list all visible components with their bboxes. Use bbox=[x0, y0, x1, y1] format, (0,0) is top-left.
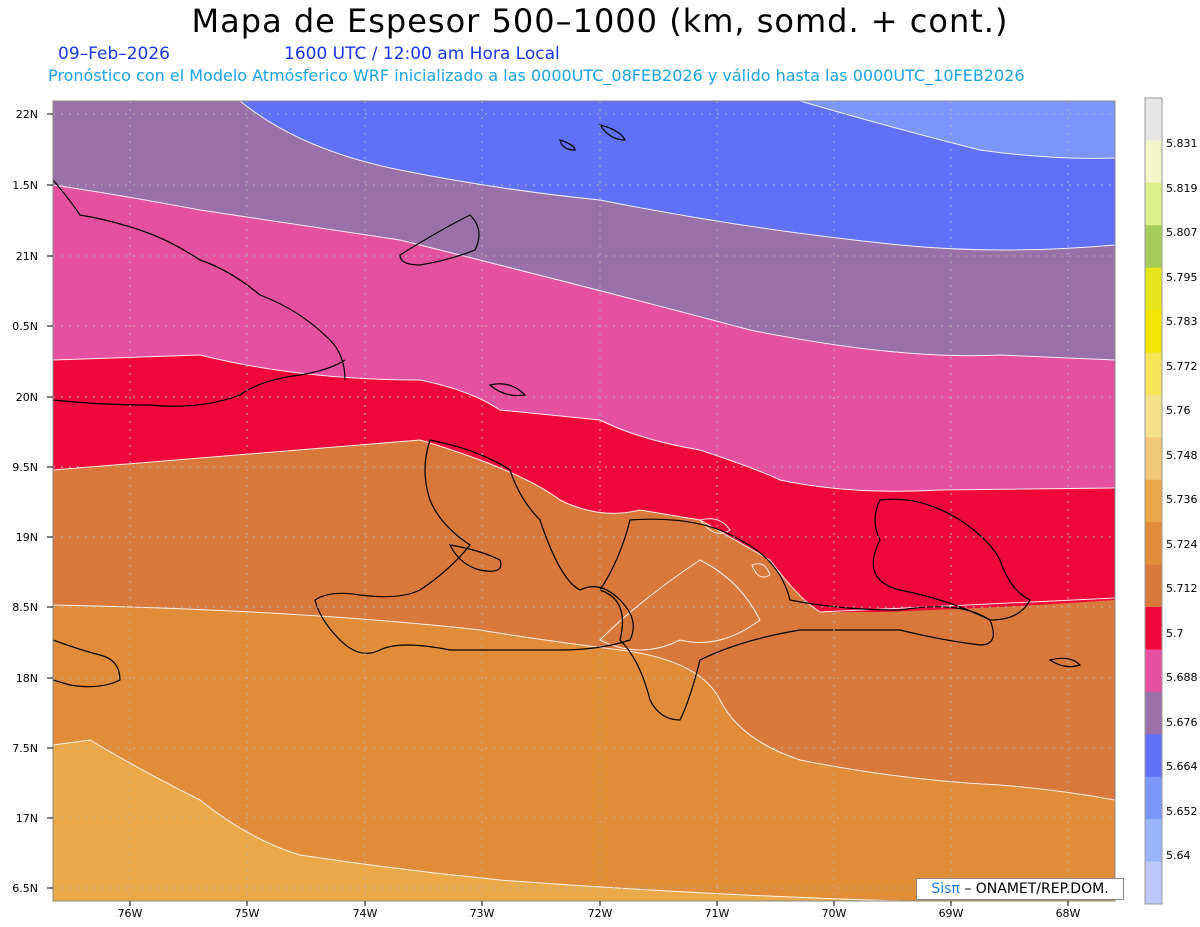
colorbar-swatch bbox=[1145, 776, 1162, 820]
valid-time: 1600 UTC / 12:00 am Hora Local bbox=[284, 44, 560, 64]
colorbar-swatch bbox=[1145, 649, 1162, 693]
lat-label: 21N bbox=[16, 250, 38, 263]
colorbar-swatch bbox=[1145, 267, 1162, 311]
colorbar-swatch bbox=[1145, 437, 1162, 481]
lon-label: 69W bbox=[939, 907, 964, 920]
lon-label: 68W bbox=[1056, 907, 1081, 920]
credit-box: Sisπ – ONAMET/REP.DOM. bbox=[916, 878, 1124, 900]
thickness-field bbox=[53, 101, 1115, 901]
colorbar-label: 5.772 bbox=[1166, 360, 1198, 373]
colorbar-label: 5.736 bbox=[1166, 493, 1198, 506]
colorbar-swatch bbox=[1145, 691, 1162, 735]
lat-label: 0.5N bbox=[12, 320, 38, 333]
lat-label: 9.5N bbox=[12, 461, 38, 474]
lat-label: 22N bbox=[16, 108, 38, 121]
colorbar-swatch bbox=[1145, 182, 1162, 226]
lat-label: 19N bbox=[16, 531, 38, 544]
lon-label: 73W bbox=[470, 907, 495, 920]
colorbar-swatch bbox=[1145, 225, 1162, 269]
latitude-axis: 22N 1.5N 21N 0.5N 20N 9.5N 19N 8.5N 18N … bbox=[12, 108, 38, 895]
colorbar-label: 5.831 bbox=[1166, 137, 1198, 150]
lat-label: 7.5N bbox=[12, 742, 38, 755]
colorbar-swatch bbox=[1145, 607, 1162, 650]
colorbar-label: 5.819 bbox=[1166, 182, 1198, 195]
lat-label: 17N bbox=[16, 812, 38, 825]
lat-label: 20N bbox=[16, 391, 38, 404]
page-title: Mapa de Espesor 500–1000 (km, somd. + co… bbox=[191, 2, 1009, 40]
colorbar-label: 5.724 bbox=[1166, 538, 1198, 551]
colorbar-labels: 5.831 5.819 5.807 5.795 5.783 5.772 5.76… bbox=[1166, 137, 1198, 862]
lon-label: 76W bbox=[118, 907, 143, 920]
lon-label: 71W bbox=[705, 907, 730, 920]
colorbar-swatch bbox=[1145, 310, 1162, 354]
sis-logo-text: Sisπ bbox=[931, 881, 960, 897]
colorbar-label: 5.688 bbox=[1166, 671, 1198, 684]
colorbar-swatch bbox=[1145, 734, 1162, 778]
colorbar-label: 5.712 bbox=[1166, 582, 1198, 595]
colorbar-swatch bbox=[1145, 522, 1162, 566]
colorbar-swatch bbox=[1145, 352, 1162, 396]
lat-label: 1.5N bbox=[12, 179, 38, 192]
lon-label: 74W bbox=[353, 907, 378, 920]
colorbar-label: 5.76 bbox=[1166, 404, 1191, 417]
credit-org: – ONAMET/REP.DOM. bbox=[964, 881, 1109, 897]
lat-label: 6.5N bbox=[12, 882, 38, 895]
colorbar-swatch bbox=[1145, 394, 1162, 438]
lon-label: 75W bbox=[235, 907, 260, 920]
forecast-description: Pronóstico con el Modelo Atmósferico WRF… bbox=[48, 66, 1025, 85]
colorbar-swatch bbox=[1145, 819, 1162, 863]
colorbar-label: 5.64 bbox=[1166, 849, 1191, 862]
lon-label: 70W bbox=[822, 907, 847, 920]
colorbar-label: 5.7 bbox=[1166, 627, 1184, 640]
lon-label: 72W bbox=[588, 907, 613, 920]
colorbar-label: 5.664 bbox=[1166, 760, 1198, 773]
valid-date: 09–Feb–2026 bbox=[58, 44, 170, 64]
lat-label: 8.5N bbox=[12, 601, 38, 614]
lat-label: 18N bbox=[16, 672, 38, 685]
colorbar-swatch bbox=[1145, 564, 1162, 608]
longitude-axis: 76W 75W 74W 73W 72W 71W 70W 69W 68W bbox=[118, 907, 1081, 920]
colorbar-swatch bbox=[1145, 140, 1162, 184]
colorbar-swatch bbox=[1145, 479, 1162, 523]
colorbar-label: 5.748 bbox=[1166, 449, 1198, 462]
map-frame bbox=[52, 100, 1116, 902]
colorbar-label: 5.783 bbox=[1166, 315, 1198, 328]
colorbar-label: 5.795 bbox=[1166, 271, 1198, 284]
colorbar-label: 5.652 bbox=[1166, 805, 1198, 818]
colorbar-swatch bbox=[1145, 98, 1162, 141]
colorbar-swatch bbox=[1145, 861, 1162, 905]
colorbar-frame bbox=[1144, 97, 1163, 905]
colorbar-label: 5.676 bbox=[1166, 716, 1198, 729]
colorbar-label: 5.807 bbox=[1166, 226, 1198, 239]
colorbar bbox=[1145, 98, 1162, 905]
